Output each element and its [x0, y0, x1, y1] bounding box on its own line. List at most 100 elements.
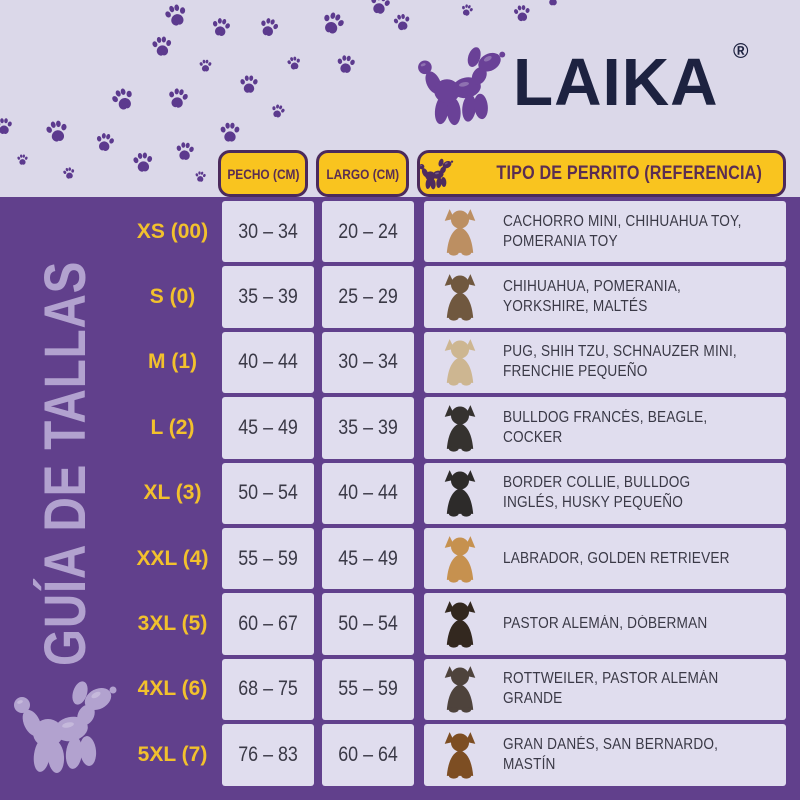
paw-print-icon — [285, 54, 304, 73]
table-row: 5XL (7) 76 – 83 60 – 64 GRAN DANÉS, SAN … — [130, 724, 790, 786]
table-row: XS (00) 30 – 34 20 – 24 CACHORRO MINI, C… — [130, 201, 790, 263]
paw-print-icon — [390, 10, 413, 33]
pecho-value: 35 – 39 — [238, 285, 298, 309]
paw-print-icon — [334, 52, 358, 76]
paw-print-icon — [458, 1, 475, 18]
size-label: 3XL (5) — [137, 612, 208, 636]
pecho-value: 50 – 54 — [238, 481, 298, 505]
size-label: 4XL (6) — [137, 677, 208, 701]
paw-print-icon — [42, 116, 72, 146]
size-label: XL (3) — [143, 481, 202, 505]
pecho-value: 55 – 59 — [238, 546, 298, 570]
breed-list: BORDER COLLIE, BULLDOG INGLÉS, HUSKY PEQ… — [503, 474, 691, 512]
brand-wordmark: LAIKA — [513, 45, 719, 120]
paw-print-icon — [511, 2, 533, 24]
border-collie-photo — [432, 467, 488, 519]
table-row: XL (3) 50 – 54 40 – 44 BORDER COLLIE, BU… — [130, 462, 790, 524]
balloon-dog-sidebar-icon — [8, 666, 128, 788]
chihuahua-photo — [432, 206, 488, 258]
column-header-largo: LARGO (CM) — [316, 150, 409, 197]
breed-list: ROTTWEILER, PASTOR ALEMÁN GRANDE — [503, 670, 719, 708]
balloon-dog-icon — [417, 157, 457, 191]
largo-value: 60 – 64 — [338, 742, 398, 766]
pecho-cell: 68 – 75 — [222, 658, 314, 721]
reference-cell: BORDER COLLIE, BULLDOG INGLÉS, HUSKY PEQ… — [424, 462, 786, 524]
pecho-cell: 30 – 34 — [222, 201, 314, 263]
largo-value: 50 – 54 — [338, 612, 398, 636]
breed-list: GRAN DANÉS, SAN BERNARDO, MASTÍN — [503, 735, 719, 773]
paw-print-icon — [256, 14, 283, 41]
table-row: M (1) 40 – 44 30 – 34 PUG, SHIH TZU, SCH… — [130, 331, 790, 394]
reference-cell: ROTTWEILER, PASTOR ALEMÁN GRANDE — [424, 658, 786, 721]
pecho-cell: 50 – 54 — [222, 462, 314, 524]
size-label: L (2) — [150, 415, 195, 439]
reference-cell: PUG, SHIH TZU, SCHNAUZER MINI, FRENCHIE … — [424, 331, 786, 394]
table-row: 3XL (5) 60 – 67 50 – 54 PASTOR ALEMÁN, D… — [130, 593, 790, 655]
reference-cell: CHIHUAHUA, POMERANIA, YORKSHIRE, MALTÉS — [424, 266, 786, 328]
size-label: M (1) — [148, 350, 197, 374]
rottweiler-photo — [432, 663, 488, 715]
pecho-value: 76 – 83 — [238, 742, 298, 766]
pecho-value: 40 – 44 — [238, 350, 298, 374]
size-label: XS (00) — [136, 219, 209, 243]
paw-print-icon — [16, 153, 29, 166]
reference-cell: CACHORRO MINI, CHIHUAHUA TOY, POMERANIA … — [424, 201, 786, 263]
doberman-photo — [432, 598, 488, 650]
paw-print-icon — [218, 120, 242, 144]
pecho-value: 45 – 49 — [238, 415, 298, 439]
reference-cell: BULLDOG FRANCÉS, BEAGLE, COCKER — [424, 397, 786, 459]
paw-print-icon — [164, 84, 192, 112]
pecho-value: 30 – 34 — [238, 219, 298, 243]
pecho-value: 60 – 67 — [238, 612, 298, 636]
largo-value: 55 – 59 — [338, 677, 398, 701]
reference-cell: PASTOR ALEMÁN, DÓBERMAN — [424, 593, 786, 655]
pecho-cell: 40 – 44 — [222, 331, 314, 394]
table-row: S (0) 35 – 39 25 – 29 CHIHUAHUA, POMERAN… — [130, 266, 790, 328]
paw-print-icon — [545, 0, 561, 7]
largo-cell: 35 – 39 — [322, 397, 414, 459]
pecho-cell: 60 – 67 — [222, 593, 314, 655]
largo-cell: 20 – 24 — [322, 201, 414, 263]
paw-print-icon — [61, 165, 77, 181]
largo-value: 35 – 39 — [338, 415, 398, 439]
pecho-cell: 76 – 83 — [222, 724, 314, 786]
paw-print-icon — [238, 73, 260, 95]
paw-print-icon — [198, 58, 213, 73]
paw-print-icon — [149, 33, 175, 59]
sidebar-title: GUÍA DE TALLAS — [12, 202, 118, 666]
golden-retriever-photo — [432, 533, 488, 585]
largo-cell: 40 – 44 — [322, 462, 414, 524]
breed-list: LABRADOR, GOLDEN RETRIEVER — [503, 549, 730, 567]
paw-print-icon — [0, 116, 14, 136]
paw-print-icon — [193, 169, 207, 183]
largo-value: 30 – 34 — [338, 350, 398, 374]
size-label: XXL (4) — [136, 546, 209, 570]
largo-value: 25 – 29 — [338, 285, 398, 309]
french-bulldog-photo — [432, 402, 488, 454]
table-row: 4XL (6) 68 – 75 55 – 59 ROTTWEILER, PAST… — [130, 658, 790, 721]
largo-cell: 45 – 49 — [322, 527, 414, 590]
paw-print-icon — [173, 139, 197, 163]
pecho-cell: 35 – 39 — [222, 266, 314, 328]
reference-cell: LABRADOR, GOLDEN RETRIEVER — [424, 527, 786, 590]
table-row: XXL (4) 55 – 59 45 – 49 LABRADOR, GOLDEN… — [130, 527, 790, 590]
size-label: S (0) — [149, 285, 196, 309]
paw-print-icon — [160, 0, 192, 31]
paw-print-icon — [366, 0, 394, 18]
largo-value: 40 – 44 — [338, 481, 398, 505]
pecho-header-label: PECHO (CM) — [226, 165, 300, 182]
table-row: L (2) 45 – 49 35 – 39 BULLDOG FRANCÉS, B… — [130, 397, 790, 459]
reference-cell: GRAN DANÉS, SAN BERNARDO, MASTÍN — [424, 724, 786, 786]
pecho-cell: 55 – 59 — [222, 527, 314, 590]
paw-print-icon — [268, 101, 288, 121]
yorkshire-photo — [432, 271, 488, 323]
registered-trademark-symbol: ® — [733, 40, 749, 63]
largo-cell: 30 – 34 — [322, 331, 414, 394]
size-table: XS (00) 30 – 34 20 – 24 CACHORRO MINI, C… — [130, 201, 790, 790]
largo-cell: 60 – 64 — [322, 724, 414, 786]
largo-value: 45 – 49 — [338, 546, 398, 570]
paw-print-icon — [106, 82, 139, 115]
largo-cell: 50 – 54 — [322, 593, 414, 655]
breed-list: BULLDOG FRANCÉS, BEAGLE, COCKER — [503, 408, 708, 446]
